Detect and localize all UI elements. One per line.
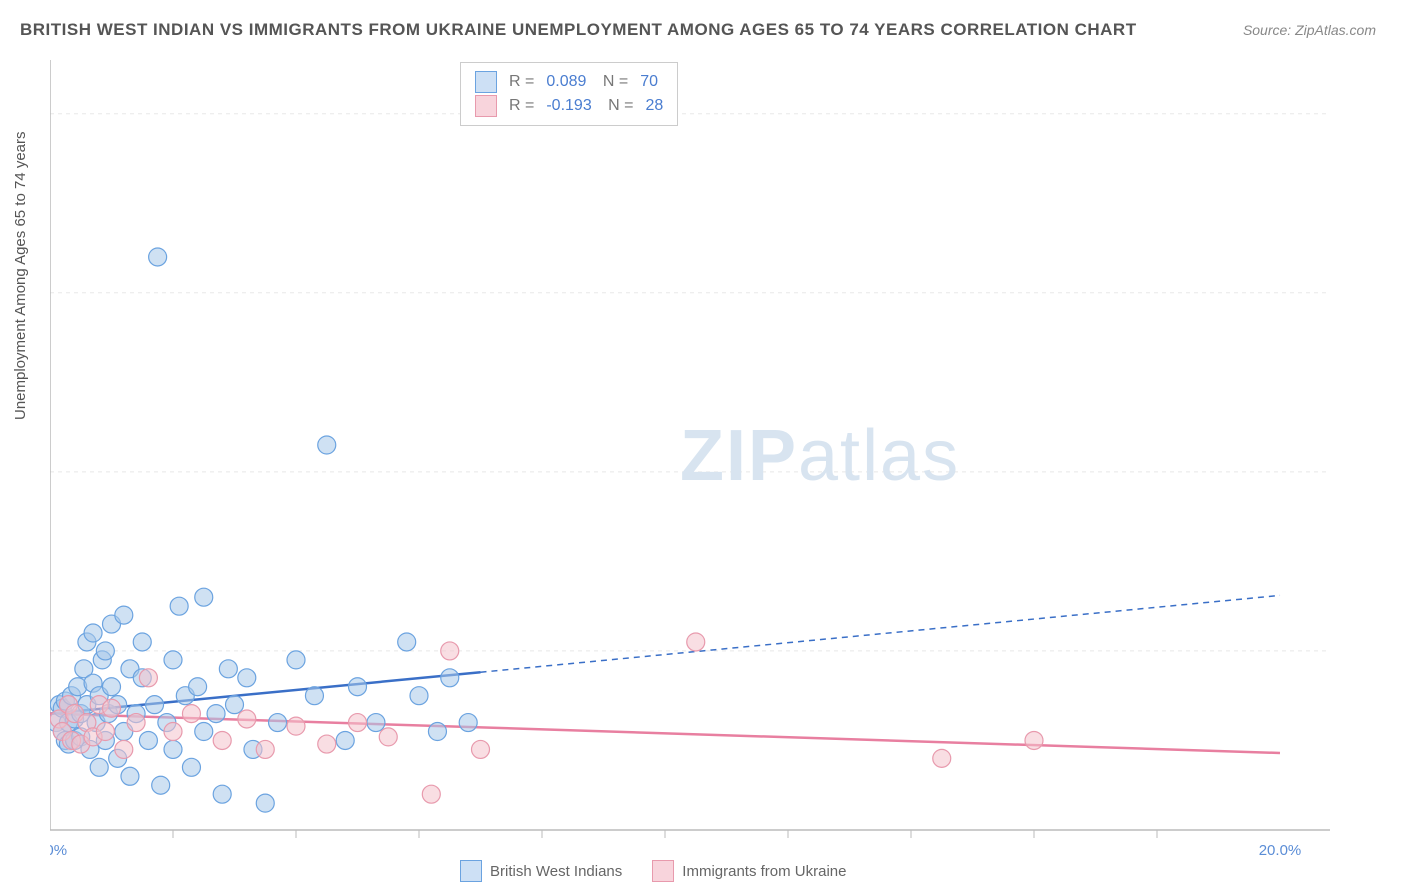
swatch-b-icon: [475, 95, 497, 117]
data-point: [195, 588, 213, 606]
data-point: [103, 699, 121, 717]
source-attribution: Source: ZipAtlas.com: [1243, 22, 1376, 38]
correlation-legend: R = 0.089 N = 70 R = -0.193 N = 28: [460, 62, 678, 126]
data-point: [219, 660, 237, 678]
trend-line-b: [50, 714, 1280, 753]
chart-svg: 10.0%20.0%30.0%40.0%0.0%20.0%: [50, 60, 1330, 860]
correlation-row-a: R = 0.089 N = 70: [475, 71, 663, 93]
data-point: [238, 669, 256, 687]
n-value-a: 70: [640, 73, 658, 91]
data-point: [90, 758, 108, 776]
data-point: [164, 723, 182, 741]
data-point: [115, 606, 133, 624]
n-label: N =: [604, 97, 634, 115]
correlation-row-b: R = -0.193 N = 28: [475, 95, 663, 117]
data-point: [1025, 731, 1043, 749]
series-legend: British West Indians Immigrants from Ukr…: [460, 860, 846, 882]
data-point: [933, 749, 951, 767]
data-point: [96, 642, 114, 660]
data-point: [238, 710, 256, 728]
data-point: [287, 651, 305, 669]
data-point: [164, 651, 182, 669]
n-value-b: 28: [646, 97, 664, 115]
r-value-b: -0.193: [546, 97, 591, 115]
trend-line-a-ext: [481, 595, 1281, 672]
data-point: [152, 776, 170, 794]
r-label: R =: [509, 97, 534, 115]
legend-item-a: British West Indians: [460, 860, 622, 882]
data-point: [305, 687, 323, 705]
legend-item-b: Immigrants from Ukraine: [652, 860, 846, 882]
data-point: [182, 758, 200, 776]
data-point: [121, 767, 139, 785]
data-point: [96, 723, 114, 741]
data-point: [164, 740, 182, 758]
data-point: [287, 717, 305, 735]
data-point: [256, 794, 274, 812]
chart-title: BRITISH WEST INDIAN VS IMMIGRANTS FROM U…: [20, 20, 1137, 40]
y-axis-label: Unemployment Among Ages 65 to 74 years: [12, 131, 29, 420]
data-point: [189, 678, 207, 696]
swatch-a-icon: [475, 71, 497, 93]
data-point: [336, 731, 354, 749]
data-point: [103, 678, 121, 696]
data-point: [367, 714, 385, 732]
data-point: [213, 785, 231, 803]
x-tick-label: 20.0%: [1259, 842, 1302, 859]
data-point: [149, 248, 167, 266]
data-point: [472, 740, 490, 758]
swatch-a-icon: [460, 860, 482, 882]
data-point: [318, 436, 336, 454]
data-point: [318, 735, 336, 753]
data-point: [379, 728, 397, 746]
data-point: [441, 642, 459, 660]
data-point: [687, 633, 705, 651]
legend-label-a: British West Indians: [490, 863, 622, 880]
x-tick-label: 0.0%: [50, 842, 67, 859]
data-point: [84, 624, 102, 642]
data-point: [170, 597, 188, 615]
r-label: R =: [509, 73, 534, 91]
data-point: [133, 633, 151, 651]
legend-label-b: Immigrants from Ukraine: [682, 863, 846, 880]
n-label: N =: [598, 73, 628, 91]
data-point: [398, 633, 416, 651]
data-point: [459, 714, 477, 732]
data-point: [115, 740, 133, 758]
data-point: [146, 696, 164, 714]
data-point: [226, 696, 244, 714]
data-point: [213, 731, 231, 749]
swatch-b-icon: [652, 860, 674, 882]
data-point: [195, 723, 213, 741]
scatter-chart: 10.0%20.0%30.0%40.0%0.0%20.0%: [50, 60, 1330, 830]
data-point: [441, 669, 459, 687]
data-point: [349, 678, 367, 696]
data-point: [182, 705, 200, 723]
data-point: [269, 714, 287, 732]
data-point: [410, 687, 428, 705]
data-point: [207, 705, 225, 723]
data-point: [422, 785, 440, 803]
data-point: [139, 669, 157, 687]
data-point: [256, 740, 274, 758]
r-value-a: 0.089: [546, 73, 586, 91]
data-point: [139, 731, 157, 749]
data-point: [349, 714, 367, 732]
data-point: [428, 723, 446, 741]
data-point: [127, 714, 145, 732]
